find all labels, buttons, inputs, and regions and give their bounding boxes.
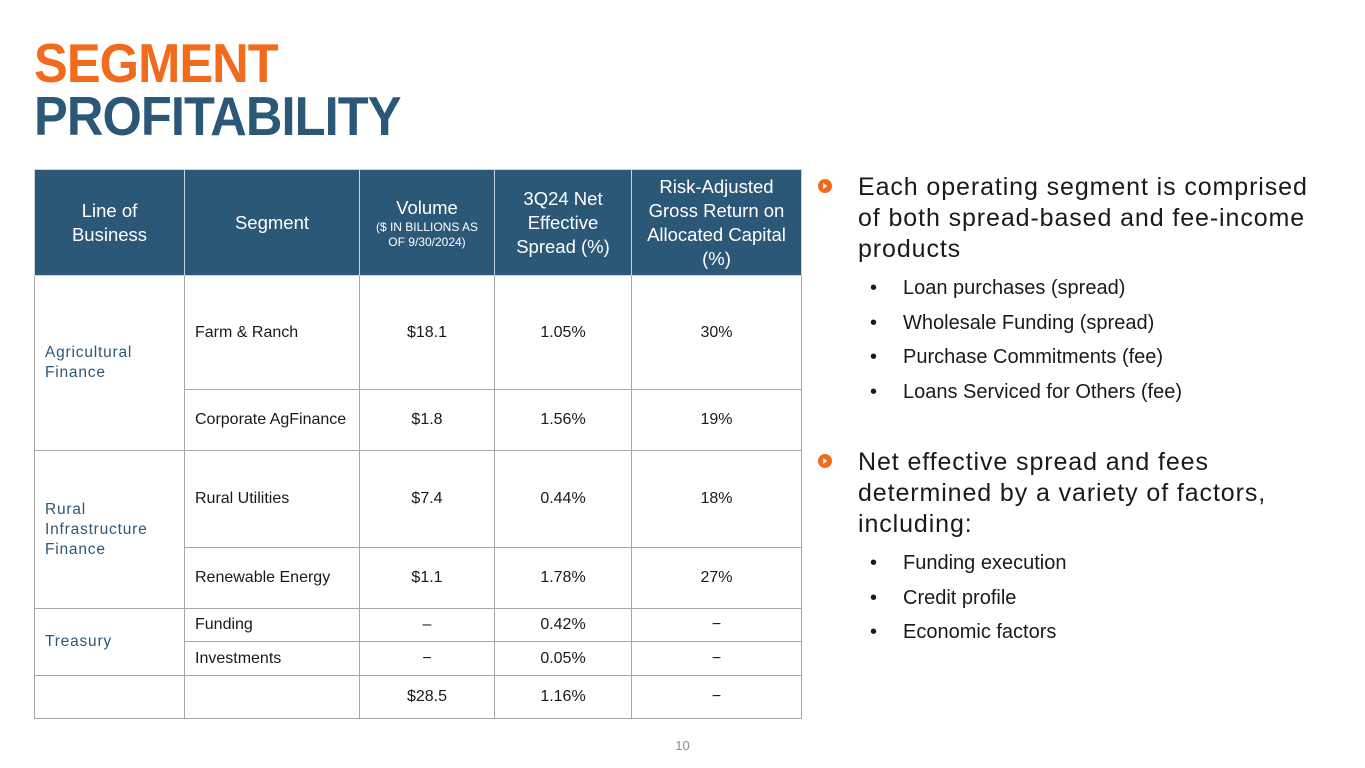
spread-cell: 0.44% (494, 450, 632, 548)
segment-cell: Corporate AgFinance (184, 389, 360, 451)
lob-cell: Rural Infrastructure Finance (34, 450, 185, 609)
header-net-effective-spread: 3Q24 Net Effective Spread (%) (494, 169, 632, 276)
bullet-text: Net effective spread and fees determined… (858, 448, 1267, 538)
title-line-2: PROFITABILITY (34, 85, 401, 147)
sub-bullet-item: Funding execution (870, 546, 1328, 581)
sub-bullet-item: Purchase Commitments (fee) (870, 340, 1328, 375)
table-row: Treasury Funding – 0.42% − (34, 608, 802, 676)
title-line-1: SEGMENT (34, 32, 279, 94)
lob-cell: Agricultural Finance (34, 275, 185, 451)
sub-bullet-item: Credit profile (870, 581, 1328, 616)
segment-cell: Investments (184, 641, 360, 676)
slide-title: SEGMENT PROFITABILITY (34, 36, 432, 144)
spread-cell: 0.05% (494, 641, 632, 676)
sub-bullet-item: Loan purchases (spread) (870, 271, 1328, 306)
return-cell: − (631, 608, 802, 642)
table-total-row: $28.5 1.16% − (34, 675, 802, 719)
bullet-text: Each operating segment is comprised of b… (858, 173, 1308, 263)
spread-cell: 1.05% (494, 275, 632, 390)
header-line-of-business: Line of Business (34, 169, 185, 276)
total-segment-cell (184, 675, 360, 719)
volume-cell: − (359, 641, 495, 676)
total-return-cell: − (631, 675, 802, 719)
sub-bullet-item: Wholesale Funding (spread) (870, 306, 1328, 341)
spread-cell: 1.56% (494, 389, 632, 451)
volume-cell: $1.1 (359, 547, 495, 609)
table-row: Investments − 0.05% − (35, 641, 802, 676)
total-volume-cell: $28.5 (359, 675, 495, 719)
volume-cell: $1.8 (359, 389, 495, 451)
header-volume-label: Volume (396, 196, 458, 218)
lob-cell: Treasury (34, 608, 185, 676)
sub-bullet-list: Funding execution Credit profile Economi… (818, 546, 1328, 650)
segment-cell: Funding (184, 608, 360, 642)
page-number: 10 (675, 738, 690, 753)
segment-cell: Rural Utilities (184, 450, 360, 548)
spread-cell: 0.42% (494, 608, 632, 642)
total-spread-cell: 1.16% (494, 675, 632, 719)
segment-cell: Renewable Energy (184, 547, 360, 609)
header-risk-adjusted-return: Risk-Adjusted Gross Return on Allocated … (631, 169, 802, 276)
bullet-list: Each operating segment is comprised of b… (818, 172, 1328, 650)
return-cell: 19% (631, 389, 802, 451)
volume-cell: – (359, 608, 495, 642)
spread-cell: 1.78% (494, 547, 632, 609)
table-row: Corporate AgFinance $1.8 1.56% 19% (35, 389, 802, 451)
return-cell: − (631, 641, 802, 676)
orange-circle-arrow-icon (818, 454, 832, 468)
header-volume: Volume ($ IN BILLIONS AS OF 9/30/2024) (359, 169, 495, 276)
volume-cell: $18.1 (359, 275, 495, 390)
bullet-item: Net effective spread and fees determined… (818, 447, 1328, 540)
table-row: Renewable Energy $1.1 1.78% 27% (35, 547, 802, 609)
segment-cell: Farm & Ranch (184, 275, 360, 390)
return-cell: 18% (631, 450, 802, 548)
volume-cell: $7.4 (359, 450, 495, 548)
bullet-item: Each operating segment is comprised of b… (818, 172, 1328, 265)
total-lob-cell (34, 675, 185, 719)
table-header-row: Line of Business Segment Volume ($ IN BI… (34, 169, 802, 276)
header-volume-subtitle: ($ IN BILLIONS AS OF 9/30/2024) (375, 219, 479, 249)
return-cell: 27% (631, 547, 802, 609)
header-segment: Segment (184, 169, 360, 276)
sub-bullet-item: Loans Serviced for Others (fee) (870, 375, 1328, 410)
table-row: Agricultural Finance Farm & Ranch $18.1 … (34, 275, 802, 451)
sub-bullet-list: Loan purchases (spread) Wholesale Fundin… (818, 271, 1328, 409)
table-row: Rural Infrastructure Finance Rural Utili… (34, 450, 802, 609)
return-cell: 30% (631, 275, 802, 390)
orange-circle-arrow-icon (818, 179, 832, 193)
sub-bullet-item: Economic factors (870, 615, 1328, 650)
segment-table: Line of Business Segment Volume ($ IN BI… (34, 169, 802, 719)
